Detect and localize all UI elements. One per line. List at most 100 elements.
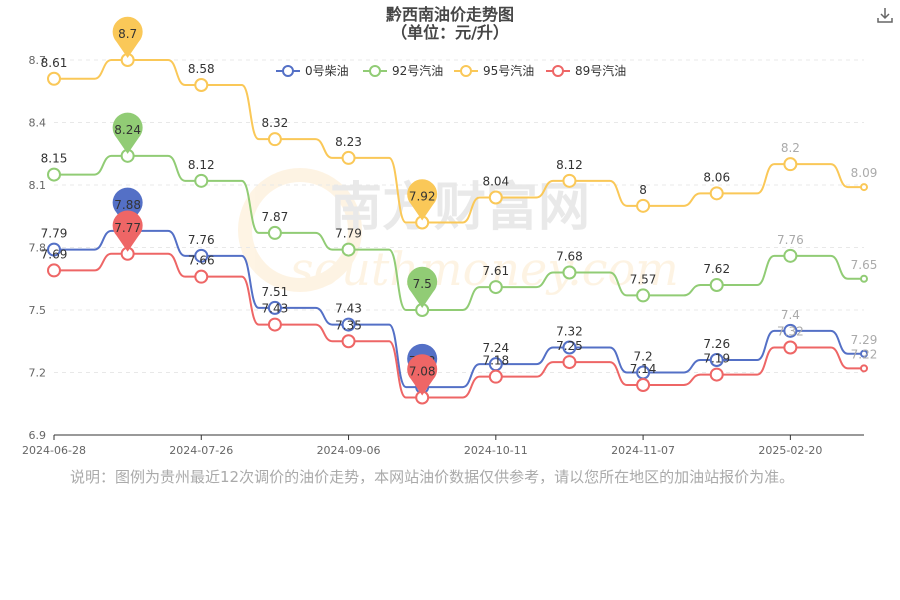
data-label: 8.12 — [556, 158, 583, 172]
data-label: 7.25 — [556, 339, 583, 353]
data-point — [267, 132, 282, 147]
y-tick-label: 6.9 — [29, 429, 47, 442]
legend-label: 89号汽油 — [575, 63, 626, 78]
y-tick-label: 7.8 — [29, 242, 47, 255]
data-point — [488, 280, 503, 295]
pin-shape — [112, 112, 143, 154]
data-label: 7.69 — [41, 247, 68, 261]
data-label: 7.26 — [703, 337, 730, 351]
data-point — [341, 150, 356, 165]
pin-label: 7.77 — [114, 221, 141, 235]
legend-marker — [552, 65, 564, 77]
data-label: 8.06 — [703, 170, 730, 184]
y-tick-label: 8.4 — [29, 117, 47, 130]
data-label: 8.12 — [188, 158, 215, 172]
data-point — [562, 355, 577, 370]
data-point — [341, 334, 356, 349]
data-point — [860, 349, 868, 358]
data-label: 7.68 — [556, 250, 583, 264]
data-label: 7.51 — [262, 285, 289, 299]
data-label: 8.09 — [851, 166, 878, 180]
data-point — [194, 248, 209, 263]
pin-shape — [407, 266, 438, 308]
x-tick-label: 2024-07-26 — [169, 444, 233, 457]
data-label: 7.35 — [335, 318, 362, 332]
data-point — [636, 198, 651, 213]
data-label: 8.32 — [262, 116, 289, 130]
data-label: 7.79 — [335, 227, 362, 241]
data-label: 7.43 — [262, 302, 289, 316]
data-label: 8.2 — [781, 141, 800, 155]
chart-title: 黔西南油价走势图 — [386, 5, 514, 24]
data-point — [341, 242, 356, 257]
data-point — [709, 278, 724, 292]
data-point — [341, 317, 356, 332]
footnote: 说明：图例为贵州最近12次调价的油价走势，本网站油价数据仅供参考，请以您所在地区… — [70, 468, 795, 486]
data-label: 7.62 — [703, 262, 730, 276]
download-icon[interactable] — [876, 6, 894, 24]
pin-marker: 8.24 — [112, 112, 143, 154]
data-point — [562, 340, 577, 355]
data-label: 7.22 — [851, 347, 878, 361]
data-label: 7.57 — [630, 272, 657, 286]
pin-shape — [112, 187, 143, 229]
pin-marker: 8.7 — [112, 16, 143, 58]
pin-label: 8.24 — [114, 123, 141, 137]
data-label: 7.61 — [482, 264, 509, 278]
legend-label: 95号汽油 — [483, 63, 534, 78]
data-point — [47, 167, 61, 182]
series-line — [54, 252, 864, 399]
data-point — [47, 263, 61, 278]
x-tick-label: 2024-10-11 — [464, 444, 528, 457]
data-point — [783, 323, 798, 338]
pin-marker: 7.88 — [112, 187, 143, 229]
data-point — [860, 183, 868, 192]
pin-shape — [407, 179, 438, 221]
watermark: 南方财富网 southmoney.com — [238, 168, 679, 296]
series-line — [54, 154, 864, 311]
data-label: 8.04 — [482, 175, 509, 189]
pin-label: 7.92 — [409, 190, 436, 204]
data-point — [709, 353, 724, 367]
data-label: 7.4 — [781, 308, 800, 322]
data-point — [267, 300, 282, 315]
pin-label: 7.5 — [413, 277, 432, 291]
data-point — [636, 378, 651, 392]
y-tick-label: 7.2 — [29, 367, 47, 380]
pin-marker: 7.77 — [112, 210, 143, 252]
data-label: 7.43 — [335, 302, 362, 316]
data-point — [194, 78, 209, 92]
data-point — [860, 364, 868, 373]
labels-layer: 7.79 7.76 7.51 7.43 7.24 7.32 7.2 7.26 7.4 7.29 8.… — [41, 56, 878, 376]
legend-label: 0号柴油 — [305, 64, 349, 78]
data-label: 7.24 — [482, 341, 509, 355]
legend[interactable]: 0号柴油 92号汽油 95号汽油 89号汽油 — [276, 63, 626, 78]
data-label: 7.32 — [556, 325, 583, 339]
x-tick-label: 2025-02-20 — [758, 444, 822, 457]
data-label: 8 — [639, 183, 647, 197]
pin-shape — [112, 16, 143, 58]
series-line — [54, 59, 864, 224]
data-point — [47, 242, 61, 257]
data-point — [267, 225, 282, 240]
data-label: 7.66 — [188, 254, 215, 268]
data-point — [47, 71, 61, 86]
data-label: 7.2 — [634, 350, 653, 364]
pin-shape — [407, 354, 438, 396]
pin-shape — [112, 210, 143, 252]
data-point — [562, 173, 577, 188]
data-label: 7.87 — [262, 210, 289, 224]
data-point — [488, 190, 503, 205]
y-tick-label: 8.1 — [29, 179, 47, 192]
x-tick-label: 2024-11-07 — [611, 444, 675, 457]
data-label: 7.14 — [630, 362, 657, 376]
data-label: 7.18 — [482, 354, 509, 368]
data-point — [709, 367, 724, 382]
data-label: 8.58 — [188, 62, 215, 76]
data-label: 7.76 — [777, 233, 804, 247]
data-point — [783, 340, 798, 355]
data-label: 8.61 — [41, 56, 68, 70]
pin-label: 7.08 — [409, 365, 436, 379]
legend-marker — [460, 65, 472, 77]
